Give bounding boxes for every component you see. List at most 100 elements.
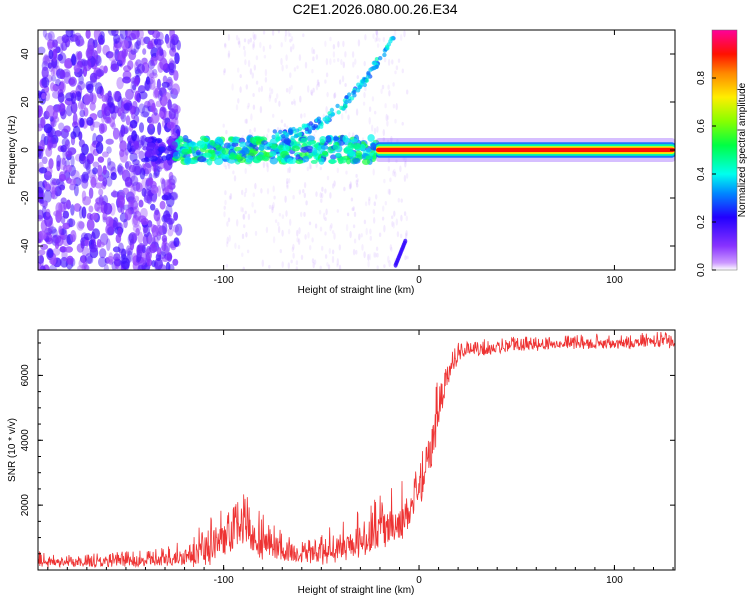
spectrogram-streak-dot	[328, 247, 331, 255]
spectrogram-band-blob	[172, 151, 181, 160]
spectrogram-streak-dot	[345, 170, 348, 175]
spectrogram-noise-blob	[120, 101, 126, 113]
spectrogram-streak-dot	[307, 231, 310, 239]
spectrogram-y-label: Frequency (Hz)	[7, 116, 18, 185]
spectrogram-streak-dot	[259, 106, 263, 114]
spectrogram-streak-dot	[272, 236, 276, 244]
spectrogram-streak-dot	[381, 216, 385, 221]
spectrogram-streak-dot	[321, 192, 324, 199]
spectrogram-noise-blob	[165, 261, 171, 270]
spectrogram-streak-dot	[288, 166, 291, 174]
spectrogram-noise-blob	[112, 246, 121, 253]
spectrogram-noise-blob	[95, 141, 104, 154]
spectrogram-noise-blob	[161, 241, 167, 252]
spectrogram-streak-dot	[287, 30, 290, 37]
spectrogram-streak-dot	[276, 93, 279, 99]
spectrogram-rising-blob	[360, 79, 366, 84]
spectrogram-band-blob	[261, 140, 268, 145]
spectrogram-noise-blob	[52, 39, 58, 48]
spectrogram-noise-blob	[81, 190, 87, 201]
spectrogram-band-blob	[312, 147, 318, 156]
spectrogram-streak-dot	[374, 110, 377, 115]
spectrogram-streak-dot	[227, 33, 231, 41]
spectrogram-streak-dot	[303, 112, 306, 118]
spectrogram-noise-blob	[149, 72, 158, 79]
spectrogram-streak-dot	[313, 259, 317, 265]
spectrogram-streak-dot	[343, 186, 346, 192]
spectrogram-streak-dot	[356, 75, 359, 80]
spectrogram-band-blob	[330, 154, 337, 160]
spectrogram-noise-blob	[81, 206, 87, 219]
spectrogram-streak-dot	[349, 182, 352, 190]
spectrogram-noise-blob	[112, 90, 121, 102]
spectrogram-streak-dot	[373, 217, 376, 224]
spectrogram-streak-dot	[280, 42, 283, 48]
spectrogram-streak-dot	[298, 189, 301, 195]
spectrogram-noise-blob	[61, 158, 66, 166]
spectrogram-noise-blob	[44, 214, 53, 227]
spectrogram-streak-dot	[224, 165, 228, 170]
spectrogram-noise-blob	[116, 76, 124, 90]
spectrogram-band-blob	[328, 159, 337, 164]
spectrogram-band-blob	[321, 150, 329, 156]
spectrogram-noise-blob	[52, 234, 62, 244]
spectrogram-streak-dot	[223, 162, 226, 168]
spectrogram-band-blob	[289, 140, 298, 147]
spectrogram-streak-dot	[329, 58, 332, 65]
spectrogram-band-blob	[365, 148, 373, 153]
spectrogram-streak-dot	[340, 59, 343, 66]
spectrogram-streak-dot	[254, 230, 258, 236]
spectrogram-band-blob	[300, 137, 308, 143]
spectrogram-streak-dot	[396, 139, 399, 144]
spectrogram-rising-blob	[385, 46, 390, 51]
colorbar-tick-label: 0.0	[696, 263, 707, 277]
spectrogram-band-blob	[207, 149, 216, 154]
spectrogram-noise-blob	[78, 139, 85, 148]
spectrogram-streak-dot	[352, 224, 356, 229]
spectrogram-rising-blob	[366, 70, 371, 76]
spectrogram-noise-blob	[130, 175, 139, 187]
spectrogram-noise-blob	[132, 159, 140, 166]
spectrogram-streak-dot	[368, 196, 371, 201]
spectrogram-band-blob	[291, 145, 301, 152]
spectrogram-streak-dot	[356, 183, 359, 188]
spectrogram-streak-dot	[269, 44, 272, 50]
spectrogram-streak-dot	[406, 255, 409, 260]
spectrogram-streak-dot	[326, 175, 330, 181]
spectrogram-streak-dot	[375, 30, 379, 37]
spectrogram-noise-blob	[48, 158, 54, 170]
spectrogram-noise-blob	[38, 255, 45, 264]
spectrogram-streak-dot	[321, 245, 324, 251]
spectrogram-noise-blob	[106, 146, 112, 154]
spectrogram-streak-dot	[242, 213, 246, 220]
spectrogram-streak-dot	[392, 221, 395, 229]
spectrogram-streak-dot	[234, 242, 237, 249]
spectrogram-noise-blob	[141, 187, 147, 197]
spectrogram-noise-blob	[133, 140, 140, 150]
spectrogram-noise-blob	[41, 205, 47, 218]
spectrogram-streak-dot	[317, 81, 320, 88]
spectrogram-streak-dot	[403, 30, 406, 38]
spectrogram-noise-blob	[142, 48, 147, 55]
spectrogram-noise-blob	[48, 264, 57, 270]
spectrogram-noise-blob	[78, 258, 86, 269]
spectrogram-streak-dot	[333, 92, 337, 99]
spectrogram-streak-dot	[237, 41, 240, 45]
spectrogram-noise-blob	[156, 216, 161, 226]
spectrogram-negative-blob	[403, 238, 408, 244]
spectrogram-streak-dot	[252, 104, 256, 110]
spectrogram-noise-blob	[108, 252, 114, 263]
spectrogram-noise-blob	[116, 195, 126, 208]
spectrogram-streak-dot	[253, 34, 256, 41]
colorbar-border	[711, 29, 738, 271]
spectrogram-streak-dot	[280, 57, 283, 66]
spectrogram-noise-blob	[168, 108, 176, 120]
spectrogram-noise-blob	[132, 181, 141, 192]
spectrogram-noise-blob	[77, 100, 85, 110]
spectrogram-noise-blob	[47, 249, 54, 259]
spectrogram-streak-dot	[310, 91, 314, 97]
spectrogram-streak-dot	[305, 200, 308, 206]
spectrogram-noise-blob	[138, 103, 146, 114]
spectrogram-streak-dot	[381, 84, 385, 90]
spectrogram-streak-dot	[279, 249, 282, 254]
